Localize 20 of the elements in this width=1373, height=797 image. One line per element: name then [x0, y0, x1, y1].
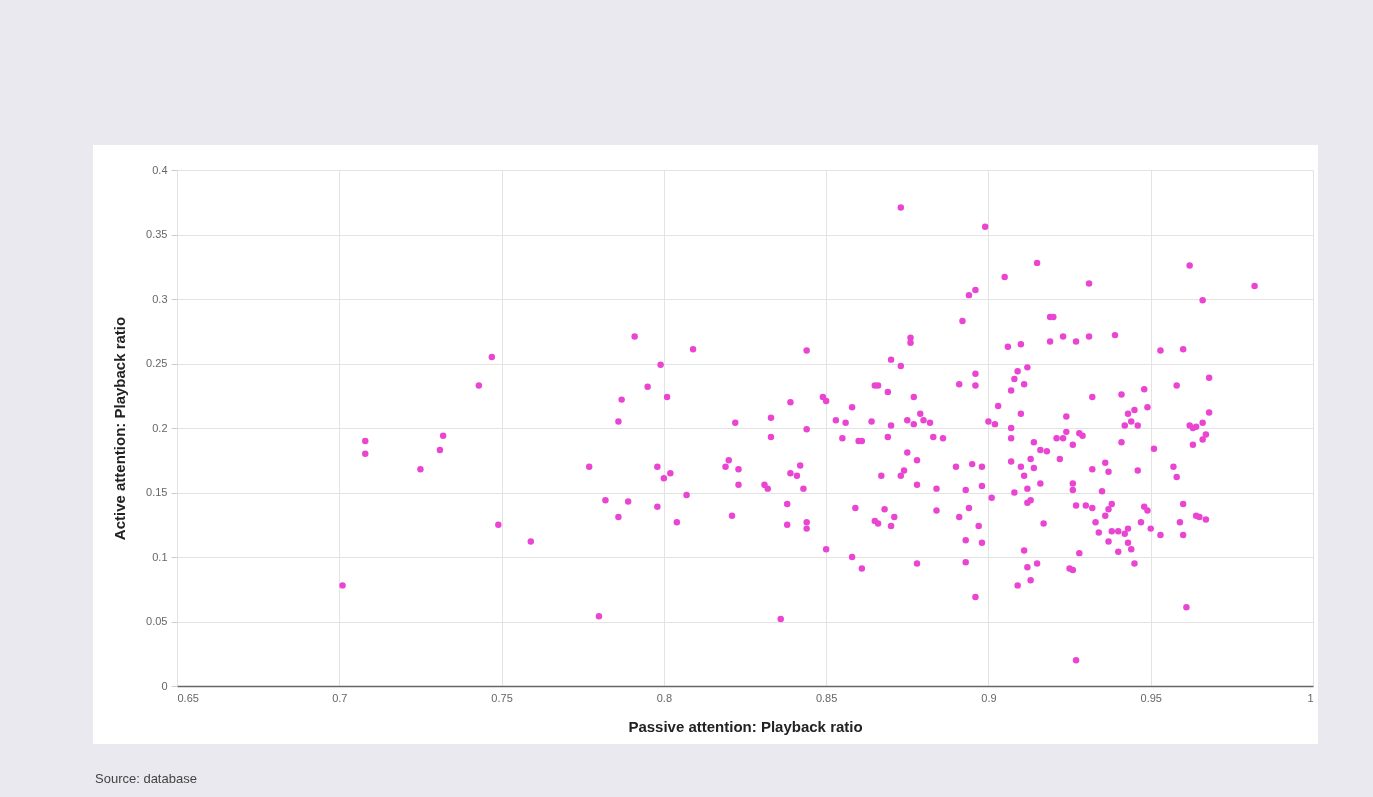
y-tick-label: 0.3 — [152, 292, 168, 305]
y-tick-label: 0.2 — [152, 421, 168, 434]
y-tick-label: 0.35 — [146, 228, 168, 240]
x-tick-label: 0.65 — [177, 691, 199, 704]
x-tick-label: 0.8 — [656, 691, 673, 704]
x-axis-title: Passive attention: Playback ratio — [628, 717, 863, 735]
y-tick-label: 0.4 — [152, 163, 168, 176]
x-tick-label: 0.9 — [981, 691, 997, 704]
x-tick-label: 0.75 — [491, 691, 513, 704]
y-tick-label: 0.05 — [146, 615, 168, 627]
y-tick-label: 0 — [161, 679, 168, 692]
y-tick-label: 0.15 — [146, 486, 168, 498]
x-tick-label: 0.7 — [332, 691, 348, 704]
x-tick-label: 0.85 — [815, 691, 838, 704]
x-tick-label: 0.95 — [1140, 691, 1162, 704]
y-tick-label: 0.25 — [146, 357, 168, 369]
y-tick-label: 0.1 — [152, 550, 168, 563]
y-axis-title: Active attention: Playback ratio — [111, 316, 129, 541]
x-tick-label: 1 — [1307, 691, 1314, 704]
source-note: Source: database — [95, 771, 197, 786]
